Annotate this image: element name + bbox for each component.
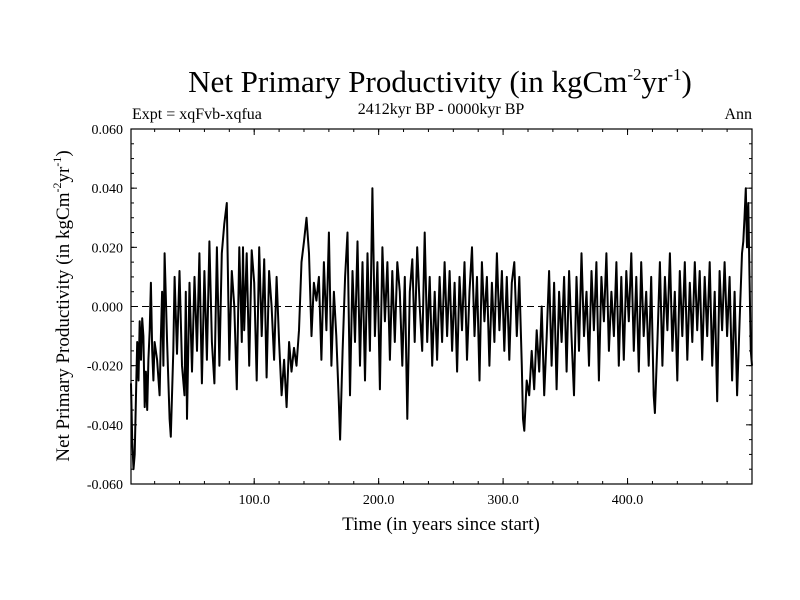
x-tick-label: 100.0 xyxy=(238,493,270,508)
y-axis-label: Net Primary Productivity (in kgCm-2yr-1) xyxy=(50,150,74,461)
x-tick-label: 400.0 xyxy=(612,493,644,508)
y-axis-ticks: -0.060 -0.040 -0.020 0.000 0.020 0.040 0.060 xyxy=(87,123,752,493)
subtitle-period: 2412kyr BP - 0000kyr BP xyxy=(358,101,525,118)
y-tick-label: 0.020 xyxy=(92,241,124,256)
plot-frame xyxy=(130,128,753,485)
y-tick-label: 0.000 xyxy=(92,301,124,316)
x-axis-label: Time (in years since start) xyxy=(342,514,540,535)
y-tick-label: 0.040 xyxy=(92,182,124,197)
x-axis-ticks: 100.0 200.0 300.0 400.0 xyxy=(154,129,728,508)
x-tick-label: 200.0 xyxy=(363,493,395,508)
x-tick-label: 300.0 xyxy=(487,493,519,508)
y-tick-label: 0.060 xyxy=(92,123,124,138)
y-tick-label: -0.020 xyxy=(87,360,123,375)
subtitle-season: Ann xyxy=(724,106,752,123)
y-tick-label: -0.040 xyxy=(87,419,123,434)
series-line-npp xyxy=(130,187,753,471)
chart-title: Net Primary Productivity (in kgCm-2yr-1) xyxy=(188,64,692,99)
y-tick-label: -0.060 xyxy=(87,478,123,493)
subtitle-experiment: Expt = xqFvb-xqfua xyxy=(132,106,262,123)
